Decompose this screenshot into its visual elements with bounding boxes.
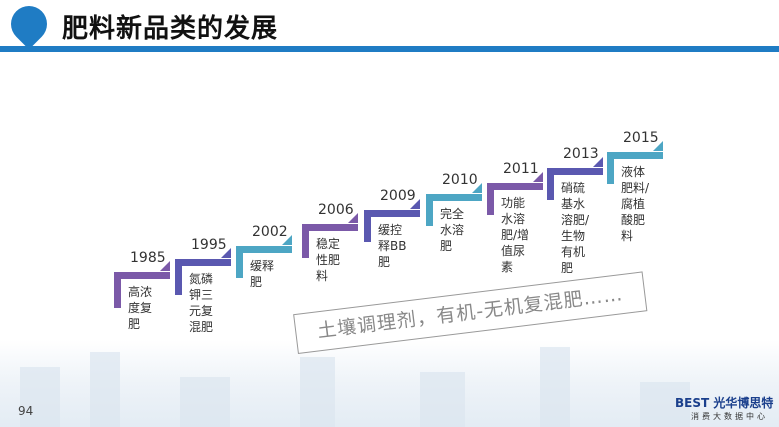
step-year: 2011 [503,161,539,177]
step-description: 高浓度复肥 [128,285,153,331]
step-riser [175,259,182,295]
brand-name: BEST 光华博思特 [675,396,774,410]
step-description: 氮磷钾三元复混肥 [189,272,214,334]
step-bar [547,168,603,175]
step-year: 2015 [623,130,659,146]
step-year: 2010 [442,172,478,188]
step-riser [487,183,494,215]
step-bar [114,272,170,279]
step-description: 液体肥料/腐植酸肥料 [621,165,650,243]
step-riser [114,272,121,308]
page-number: 94 [18,404,34,418]
step-riser [236,246,243,278]
step-bar [236,246,292,253]
step-description: 完全水溶肥 [440,207,465,253]
step-riser [426,194,433,226]
step-description: 缓释肥 [250,259,275,289]
step-description: 缓控释BB肥 [378,223,407,269]
step-arrow-icon [282,235,292,245]
step-riser [607,152,614,184]
step-description: 功能水溶肥/增值尿素 [501,196,530,274]
step-year: 2009 [380,188,416,204]
header-divider [0,46,779,52]
step-year: 1985 [130,250,166,266]
step-description: 硝硫基水溶肥/生物有机肥 [561,181,590,275]
step-bar [487,183,543,190]
step-year: 1995 [191,237,227,253]
step-arrow-icon [410,199,420,209]
brand-logo: BEST 光华博思特 消费大数据中心 [675,394,773,422]
step-riser [364,210,371,242]
step-arrow-icon [472,183,482,193]
step-bar [607,152,663,159]
step-year: 2013 [563,146,599,162]
tractor-pin-icon [3,0,55,50]
step-arrow-icon [653,141,663,151]
step-bar [364,210,420,217]
step-arrow-icon [593,157,603,167]
step-arrow-icon [160,261,170,271]
step-arrow-icon [533,172,543,182]
step-arrow-icon [348,213,358,223]
step-description: 稳定性肥料 [316,237,341,283]
page-title: 肥料新品类的发展 [62,14,279,44]
step-year: 2006 [318,202,354,218]
city-background [0,340,779,427]
step-bar [426,194,482,201]
brand-subtitle: 消费大数据中心 [691,412,768,421]
step-riser [547,168,554,200]
step-year: 2002 [252,224,288,240]
step-bar [302,224,358,231]
step-riser [302,224,309,258]
step-arrow-icon [221,248,231,258]
step-bar [175,259,231,266]
